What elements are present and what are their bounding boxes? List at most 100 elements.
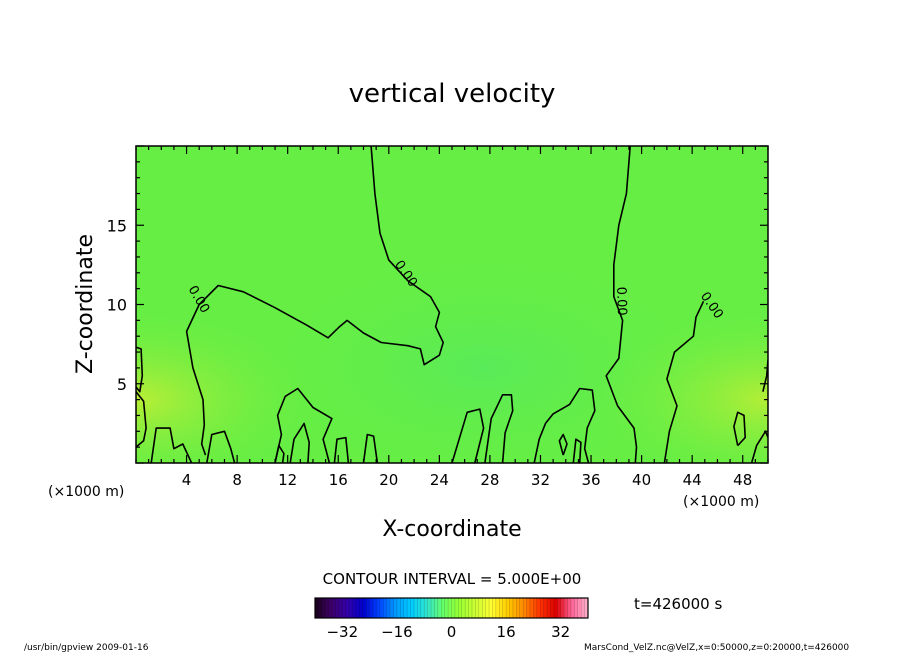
contour-label-2: 0.00 <box>613 286 629 315</box>
contour-line-12 <box>533 387 596 463</box>
colorbar-cell <box>523 598 527 618</box>
colorbar-cell <box>533 598 538 618</box>
colorbar-cell <box>451 598 456 618</box>
colorbar-cell <box>557 598 561 618</box>
colorbar-cell <box>516 598 521 618</box>
footer-right: MarsCond_VelZ.nc@VelZ,x=0:50000,z=0:2000… <box>584 643 849 653</box>
colorbar-cell <box>570 598 575 618</box>
colorbar-cell <box>526 598 531 618</box>
colorbar-cell <box>403 598 408 618</box>
x-tick-label: 36 <box>581 471 600 489</box>
colorbar-cell <box>400 598 405 618</box>
contour-line-19 <box>136 346 144 393</box>
contour-line-0 <box>185 146 444 456</box>
colorbar-cell <box>379 598 384 618</box>
colorbar-cell <box>349 598 353 618</box>
colorbar-tick-label: 16 <box>497 623 516 641</box>
colorbar-cell <box>434 598 439 618</box>
colorbar-cell <box>540 598 544 618</box>
x-tick-label: 48 <box>733 471 752 489</box>
x-axis-label: X-coordinate <box>382 517 521 542</box>
colorbar-cell <box>424 598 428 618</box>
colorbar-cell <box>427 598 432 618</box>
colorbar-cell <box>352 598 357 618</box>
colorbar-cell <box>369 598 374 618</box>
colorbar-cell <box>506 598 510 618</box>
colorbar-cell <box>407 598 411 618</box>
x-unit-right: (×1000 m) <box>683 494 759 510</box>
x-tick-label: 44 <box>683 471 702 489</box>
colorbar-cell <box>465 598 469 618</box>
contour-interval-label: CONTOUR INTERVAL = 5.000E+00 <box>323 570 582 588</box>
colorbar-cell <box>386 598 391 618</box>
colorbar-cell <box>478 598 483 618</box>
colorbar-cell <box>482 598 486 618</box>
colorbar-cell <box>376 598 381 618</box>
field-shading-right <box>136 146 768 463</box>
contour-lines <box>136 146 768 463</box>
colorbar-cell <box>325 598 329 618</box>
colorbar-cell <box>332 598 336 618</box>
colorbar-cell <box>485 598 490 618</box>
contour-line-17 <box>733 411 746 447</box>
x-tick-label: 8 <box>232 471 242 489</box>
x-unit-left: (×1000 m) <box>48 484 124 500</box>
colorbar-cell <box>355 598 360 618</box>
contour-line-11 <box>484 394 514 463</box>
y-tick-label: 5 <box>117 375 127 394</box>
colorbar-cell <box>321 598 326 618</box>
colorbar-cell <box>342 598 347 618</box>
colorbar-cell <box>448 598 452 618</box>
contour-line-4 <box>150 427 193 463</box>
colorbar-cell <box>543 598 548 618</box>
colorbar-cell <box>362 598 367 618</box>
x-tick-label: 20 <box>379 471 398 489</box>
colorbar-cell <box>468 598 473 618</box>
colorbar-cell <box>461 598 466 618</box>
colorbar-cell <box>574 598 579 618</box>
x-tick-label: 4 <box>182 471 192 489</box>
x-tick-label: 16 <box>329 471 348 489</box>
colorbar-cell <box>547 598 551 618</box>
colorbar-cell <box>417 598 422 618</box>
x-tick-label: 40 <box>632 471 651 489</box>
contour-line-6 <box>274 387 333 463</box>
colorbar-cell <box>509 598 514 618</box>
colorbar-cell <box>584 598 589 618</box>
colorbar-cell <box>420 598 425 618</box>
colorbar-cell <box>458 598 463 618</box>
contour-line-9 <box>362 433 379 463</box>
colorbar-tick-label: −16 <box>381 623 413 641</box>
colorbar-cell <box>471 598 476 618</box>
colorbar-cell <box>338 598 343 618</box>
colorbar-cell <box>315 598 319 618</box>
x-tick-label: 28 <box>480 471 499 489</box>
colorbar-cell <box>390 598 394 618</box>
x-tick-label: 32 <box>531 471 550 489</box>
x-axis: 4 8 12 16 20 24 28 32 36 40 44 48 <box>135 146 769 489</box>
colorbar-cell <box>512 598 517 618</box>
colorbar-cell <box>396 598 401 618</box>
y-tick-label: 10 <box>107 296 127 315</box>
colorbar-cell <box>366 598 370 618</box>
colorbar-cell <box>373 598 377 618</box>
y-tick-label: 15 <box>107 216 127 235</box>
colorbar-cell <box>383 598 387 618</box>
colorbar-cell <box>393 598 398 618</box>
contour-line-13 <box>558 433 568 456</box>
colorbar-cell <box>335 598 340 618</box>
colorbar-cell <box>567 598 572 618</box>
colorbar-cell <box>495 598 500 618</box>
colorbar-cell <box>499 598 503 618</box>
colorbar-cell <box>492 598 497 618</box>
colorbar-cell <box>410 598 415 618</box>
colorbar-tick-label: 32 <box>551 623 570 641</box>
colorbar-cell <box>536 598 541 618</box>
colorbar-cell <box>560 598 565 618</box>
contour-line-5 <box>206 430 236 463</box>
contour-line-8 <box>333 436 350 463</box>
colorbar-cell <box>437 598 442 618</box>
chart-title: vertical velocity <box>349 79 556 109</box>
colorbar-cell <box>502 598 507 618</box>
